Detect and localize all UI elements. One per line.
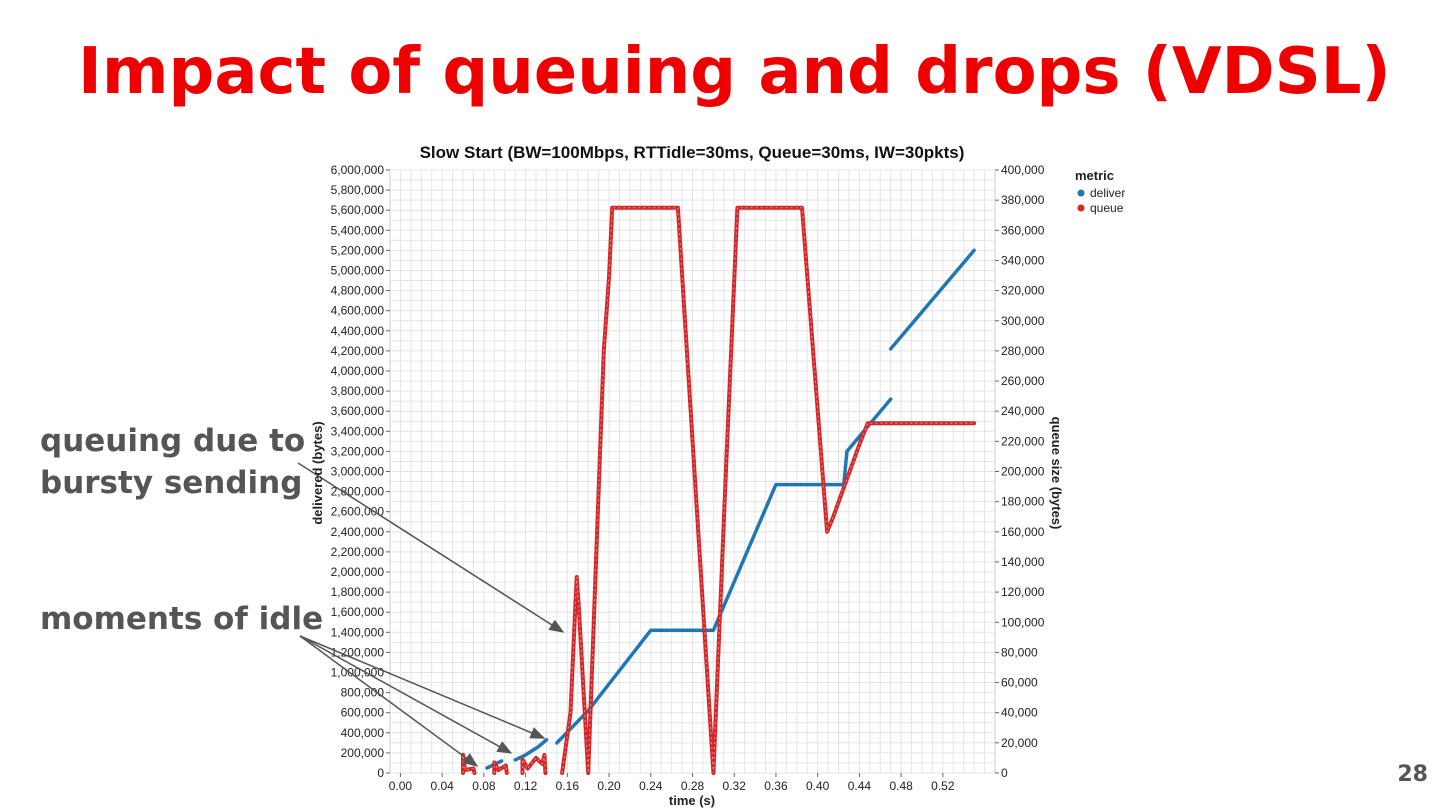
y-tick-label: 1,200,000 bbox=[331, 645, 385, 659]
y2-tick-label: 120,000 bbox=[1001, 585, 1045, 599]
x-tick-label: 0.52 bbox=[931, 779, 955, 793]
x-tick-label: 0.20 bbox=[597, 779, 621, 793]
y2-tick-label: 340,000 bbox=[1001, 253, 1045, 267]
annotation-line: bursty sending bbox=[40, 465, 303, 501]
y2-tick-label: 0 bbox=[1001, 766, 1008, 780]
y-tick-label: 3,600,000 bbox=[331, 404, 385, 418]
x-tick-label: 0.36 bbox=[764, 779, 788, 793]
y2-tick-label: 40,000 bbox=[1001, 706, 1038, 720]
annotation-bursty-sending: queuing due to bursty sending bbox=[40, 420, 310, 504]
y2-axis-label: queue size (bytes) bbox=[1049, 417, 1064, 530]
series-queue-texture bbox=[493, 762, 508, 774]
page-number: 28 bbox=[1397, 762, 1428, 787]
y2-tick-label: 360,000 bbox=[1001, 223, 1045, 237]
series-queue-texture bbox=[522, 754, 546, 774]
y2-tick-label: 180,000 bbox=[1001, 495, 1045, 509]
series-queue-texture bbox=[561, 207, 975, 774]
legend-item-deliver: deliver bbox=[1090, 186, 1125, 200]
y-tick-label: 600,000 bbox=[341, 706, 385, 720]
legend-swatch-deliver bbox=[1077, 189, 1085, 197]
y2-tick-label: 20,000 bbox=[1001, 736, 1038, 750]
arrow-idle-2 bbox=[299, 635, 513, 754]
y-tick-label: 5,600,000 bbox=[331, 203, 385, 217]
y2-tick-label: 280,000 bbox=[1001, 344, 1045, 358]
arrow-idle-1 bbox=[299, 635, 479, 767]
y2-tick-label: 240,000 bbox=[1001, 404, 1045, 418]
y-tick-label: 2,200,000 bbox=[331, 545, 385, 559]
x-tick-label: 0.04 bbox=[430, 779, 454, 793]
slide-title: Impact of queuing and drops (VDSL) bbox=[78, 35, 1391, 109]
y2-tick-label: 100,000 bbox=[1001, 615, 1045, 629]
y-tick-label: 6,000,000 bbox=[331, 163, 385, 177]
annotation-arrows bbox=[297, 462, 565, 767]
y-tick-label: 2,800,000 bbox=[331, 485, 385, 499]
y-tick-label: 5,200,000 bbox=[331, 243, 385, 257]
annotation-line: moments of idle bbox=[40, 601, 324, 637]
y-tick-label: 400,000 bbox=[341, 726, 385, 740]
y-tick-label: 1,800,000 bbox=[331, 585, 385, 599]
legend-item-queue: queue bbox=[1090, 201, 1124, 215]
series-deliver-line bbox=[555, 397, 893, 745]
y-tick-label: 5,800,000 bbox=[331, 183, 385, 197]
y-tick-label: 2,600,000 bbox=[331, 505, 385, 519]
annotation-line: queuing due to bbox=[40, 423, 306, 459]
chart-title: Slow Start (BW=100Mbps, RTTidle=30ms, Qu… bbox=[420, 143, 965, 162]
y2-tick-label: 200,000 bbox=[1001, 465, 1045, 479]
legend-title: metric bbox=[1075, 168, 1114, 183]
legend-swatch-queue bbox=[1077, 204, 1085, 212]
y2-tick-label: 400,000 bbox=[1001, 163, 1045, 177]
y-tick-label: 3,000,000 bbox=[331, 465, 385, 479]
y-tick-label: 1,400,000 bbox=[331, 625, 385, 639]
x-tick-label: 0.40 bbox=[806, 779, 830, 793]
x-tick-label: 0.16 bbox=[556, 779, 580, 793]
y-tick-label: 1,600,000 bbox=[331, 605, 385, 619]
arrow-idle-3 bbox=[299, 635, 546, 739]
y-tick-label: 4,000,000 bbox=[331, 364, 385, 378]
y2-tick-label: 220,000 bbox=[1001, 434, 1045, 448]
y-tick-label: 2,400,000 bbox=[331, 525, 385, 539]
y2-tick-label: 60,000 bbox=[1001, 676, 1038, 690]
y-axis-label: delivered (bytes) bbox=[310, 421, 325, 524]
y-tick-label: 2,000,000 bbox=[331, 565, 385, 579]
y-tick-label: 3,800,000 bbox=[331, 384, 385, 398]
x-tick-label: 0.48 bbox=[889, 779, 913, 793]
y-tick-label: 3,400,000 bbox=[331, 424, 385, 438]
y-tick-label: 5,000,000 bbox=[331, 264, 385, 278]
y-tick-label: 4,600,000 bbox=[331, 304, 385, 318]
x-tick-label: 0.44 bbox=[848, 779, 872, 793]
series-deliver-line bbox=[888, 248, 976, 351]
series-deliver-line bbox=[513, 738, 549, 762]
y-tick-label: 4,800,000 bbox=[331, 284, 385, 298]
y2-tick-label: 80,000 bbox=[1001, 645, 1038, 659]
x-tick-label: 0.12 bbox=[514, 779, 538, 793]
x-tick-label: 0.08 bbox=[472, 779, 496, 793]
y-tick-label: 200,000 bbox=[341, 746, 385, 760]
x-tick-label: 0.28 bbox=[681, 779, 705, 793]
x-axis-label: time (s) bbox=[669, 793, 715, 808]
x-tick-label: 0.00 bbox=[389, 779, 413, 793]
y2-tick-label: 160,000 bbox=[1001, 525, 1045, 539]
y2-tick-label: 260,000 bbox=[1001, 374, 1045, 388]
arrow-bursty-sending bbox=[297, 462, 565, 633]
y2-tick-label: 320,000 bbox=[1001, 284, 1045, 298]
y2-tick-label: 300,000 bbox=[1001, 314, 1045, 328]
y-tick-label: 5,400,000 bbox=[331, 223, 385, 237]
chart-series bbox=[461, 205, 977, 775]
x-tick-label: 0.24 bbox=[639, 779, 663, 793]
y-tick-label: 3,200,000 bbox=[331, 444, 385, 458]
y2-tick-label: 140,000 bbox=[1001, 555, 1045, 569]
y-tick-label: 0 bbox=[377, 766, 384, 780]
y-tick-label: 4,400,000 bbox=[331, 324, 385, 338]
annotation-moments-of-idle: moments of idle bbox=[40, 598, 330, 640]
y2-tick-label: 380,000 bbox=[1001, 193, 1045, 207]
chart-legend: metric deliver queue bbox=[1075, 168, 1125, 215]
y-tick-label: 4,200,000 bbox=[331, 344, 385, 358]
x-tick-label: 0.32 bbox=[723, 779, 747, 793]
